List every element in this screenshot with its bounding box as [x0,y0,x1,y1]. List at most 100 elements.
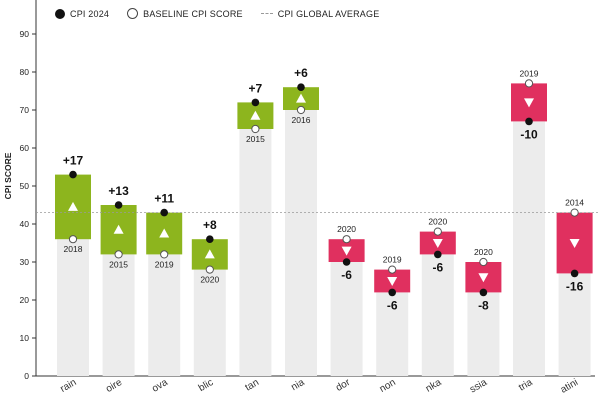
baseline-year-label: 2015 [246,134,265,144]
cpi-2024-marker [434,250,442,259]
cpi-2024-marker [525,117,533,126]
category-label: rain [59,377,79,395]
change-value-label: -16 [566,279,584,293]
background-bar [193,269,226,376]
bar-labels: 2018 +17 rain 2015 +13 oire 2019 +11 ova 2020 +8 bl… [59,66,585,396]
change-value-label: -6 [432,260,443,274]
baseline-marker [433,227,442,236]
y-tick-label: 0 [24,371,29,381]
baseline-year-label: 2019 [383,255,402,265]
baseline-marker [524,79,534,88]
y-tick-label: 30 [20,257,30,267]
baseline-year-label: 2019 [155,259,174,269]
legend-cpi-2024: CPI 2024 [55,8,110,19]
background-bar [239,129,272,376]
down-triangle-icon [524,98,534,108]
baseline-year-label: 2014 [565,198,584,208]
change-value-label: +8 [203,218,217,232]
y-axis-title: CPI SCORE [3,152,13,199]
category-label: ssia [468,377,489,396]
category-label: atini [559,377,580,396]
open-dot-icon [127,8,139,19]
baseline-year-label: 2018 [64,244,83,254]
category-label: ova [150,377,170,395]
baseline-marker [296,105,306,115]
background-bar [148,254,181,376]
filled-dot-icon [55,8,65,19]
legend-cpi-2024-label: CPI 2024 [70,8,110,19]
background-bar [376,292,409,376]
change-value-label: +6 [294,66,308,80]
baseline-year-label: 2020 [428,217,447,227]
baseline-marker [160,250,169,259]
dashed-line-icon [260,13,273,14]
up-triangle-icon [159,228,170,238]
category-label: tan [243,377,261,393]
y-tick-label: 60 [20,143,30,153]
change-value-label: -10 [520,127,538,141]
down-triangle-icon [432,239,443,248]
score-markers [68,79,579,297]
legend-baseline-label: BASELINE CPI SCORE [143,8,243,19]
baseline-year-label: 2020 [200,275,219,285]
baseline-marker [479,257,488,267]
cpi-2024-marker [114,201,123,209]
cpi-2024-marker [570,269,579,278]
category-label: non [378,377,398,395]
cpi-2024-marker [206,235,214,243]
change-value-label: +13 [108,184,129,198]
cpi-2024-marker [342,258,351,266]
baseline-year-label: 2019 [520,68,539,78]
legend-global-average-label: CPI GLOBAL AVERAGE [277,8,380,19]
y-tick-label: 50 [20,181,30,191]
background-bar [467,292,500,376]
y-tick-label: 90 [20,29,30,39]
down-triangle-icon [478,273,489,283]
change-value-label: -6 [387,298,398,312]
y-tick-label: 70 [20,105,30,115]
baseline-marker [342,235,351,244]
cpi-2024-marker [297,83,305,91]
category-label: blic [197,377,216,394]
chart-legend: CPI 2024 BASELINE CPI SCORE CPI GLOBAL A… [55,8,397,19]
down-triangle-icon [387,277,398,286]
up-triangle-icon [250,110,261,120]
cpi-2024-marker [251,98,260,107]
y-tick-label: 10 [20,333,30,343]
y-tick-label: 80 [20,67,30,77]
background-bar [57,239,89,376]
baseline-marker [205,265,214,274]
baseline-marker [251,124,260,134]
background-bar [558,273,591,376]
y-tick-label: 20 [20,295,30,305]
category-label: oire [104,377,124,395]
category-label: dor [334,377,353,394]
baseline-year-label: 2020 [474,247,493,257]
cpi-2024-marker [160,208,168,217]
up-triangle-icon [296,93,306,103]
baseline-year-label: 2015 [109,259,128,269]
baseline-marker [388,265,397,274]
up-triangle-icon [204,249,215,259]
category-label: nia [289,377,306,393]
up-triangle-icon [68,201,78,211]
cpi-2024-marker [388,288,397,297]
category-label: nka [424,377,444,395]
category-label: tria [517,377,535,394]
change-value-label: -6 [341,268,352,282]
background-bar [330,262,363,376]
cpi-2024-marker [479,288,488,297]
baseline-marker [570,208,579,217]
change-value-label: +17 [63,154,84,168]
baseline-marker [114,250,123,259]
legend-baseline: BASELINE CPI SCORE [127,8,243,19]
change-bars [55,83,593,293]
up-triangle-icon [113,224,124,234]
background-bar [285,110,317,376]
background-bar [513,121,545,377]
background-bar [421,254,454,376]
change-value-label: +11 [154,192,174,206]
y-tick-label: 40 [20,219,30,229]
baseline-year-label: 2020 [337,224,356,234]
